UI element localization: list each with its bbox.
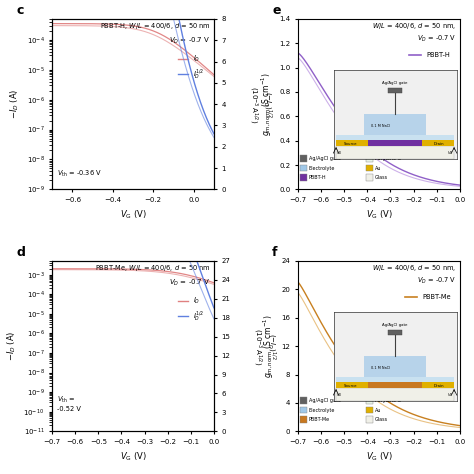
Text: PBBT-H, $W$/$L$ = 400/6, $d$ = 50 nm: PBBT-H, $W$/$L$ = 400/6, $d$ = 50 nm [100,21,210,31]
Bar [300,407,307,413]
Y-axis label: $-I_D$ (A): $-I_D$ (A) [9,89,21,119]
Bar [366,155,373,162]
Legend: PBBT-H: PBBT-H [407,50,453,61]
X-axis label: $V_\mathrm{G}$ (V): $V_\mathrm{G}$ (V) [365,209,392,221]
Text: $W$/$L$ = 400/6, $d$ = 50 nm,: $W$/$L$ = 400/6, $d$ = 50 nm, [373,263,456,273]
Text: $V_\mathrm{th}$ =
-0.52 V: $V_\mathrm{th}$ = -0.52 V [57,395,81,412]
Y-axis label: $g_\mathrm{m,norm}$ (S cm$^{-1}$): $g_\mathrm{m,norm}$ (S cm$^{-1}$) [262,314,276,378]
Text: $V_\mathrm{th}$ = -0.36 V: $V_\mathrm{th}$ = -0.36 V [57,169,102,179]
Text: Au: Au [375,408,382,412]
Text: c: c [17,4,24,17]
Bar [300,164,307,172]
Text: $W$/$L$ = 400/6, $d$ = 50 nm,: $W$/$L$ = 400/6, $d$ = 50 nm, [373,21,456,31]
Bar [366,164,373,172]
Legend: $I_D$, $I_D^{1/2}$: $I_D$, $I_D^{1/2}$ [175,51,207,84]
Text: PBBT-H: PBBT-H [309,175,326,180]
Y-axis label: $-I_D$ (A): $-I_D$ (A) [5,331,18,361]
Text: Ag/AgCl gate: Ag/AgCl gate [309,398,340,403]
Y-axis label: $(-I_D)^{1/2}$
$(10^{-3}\,\mathrm{A}^{1/2})$: $(-I_D)^{1/2}$ $(10^{-3}\,\mathrm{A}^{1/… [247,86,273,123]
Bar [300,397,307,404]
Text: $V_D$ = -0.7 V: $V_D$ = -0.7 V [418,276,456,286]
Text: Au: Au [375,165,382,171]
Text: Ag/AgCl gate: Ag/AgCl gate [309,156,340,161]
Text: $V_D$ = -0.7 V: $V_D$ = -0.7 V [418,34,456,45]
Bar [300,174,307,181]
Text: Electrolyte: Electrolyte [309,408,335,412]
Text: Electrolyte: Electrolyte [309,165,335,171]
Text: f: f [272,246,278,259]
Text: PBBT-Me, $W$/$L$ = 400/6, $d$ = 50 nm: PBBT-Me, $W$/$L$ = 400/6, $d$ = 50 nm [95,263,210,273]
Bar [366,174,373,181]
Text: $V_D$ = -0.7 V: $V_D$ = -0.7 V [170,36,210,46]
Legend: $I_D$, $I_D^{1/2}$: $I_D$, $I_D^{1/2}$ [175,293,207,326]
Text: Parylene C: Parylene C [375,156,401,161]
Bar [366,407,373,413]
Bar [366,416,373,423]
Y-axis label: $(-I_D)^{1/2}$
$(10^{-3}\,\mathrm{A}^{1/2})$: $(-I_D)^{1/2}$ $(10^{-3}\,\mathrm{A}^{1/… [251,328,278,365]
Text: $V_D$ = -0.7 V: $V_D$ = -0.7 V [170,278,210,288]
X-axis label: $V_\mathrm{G}$ (V): $V_\mathrm{G}$ (V) [119,209,146,221]
Legend: PBBT-Me: PBBT-Me [402,292,453,303]
Text: Glass: Glass [375,175,388,180]
Text: d: d [17,246,26,259]
X-axis label: $V_\mathrm{G}$ (V): $V_\mathrm{G}$ (V) [365,450,392,463]
Y-axis label: $g_\mathrm{m,norm}$ (S cm$^{-1}$): $g_\mathrm{m,norm}$ (S cm$^{-1}$) [259,72,273,136]
Text: e: e [272,4,281,17]
Bar [300,416,307,423]
Bar [300,155,307,162]
Text: Parylene C: Parylene C [375,398,401,403]
Text: PBBT-Me: PBBT-Me [309,417,329,422]
X-axis label: $V_\mathrm{G}$ (V): $V_\mathrm{G}$ (V) [119,450,146,463]
Bar [366,397,373,404]
Text: Glass: Glass [375,417,388,422]
